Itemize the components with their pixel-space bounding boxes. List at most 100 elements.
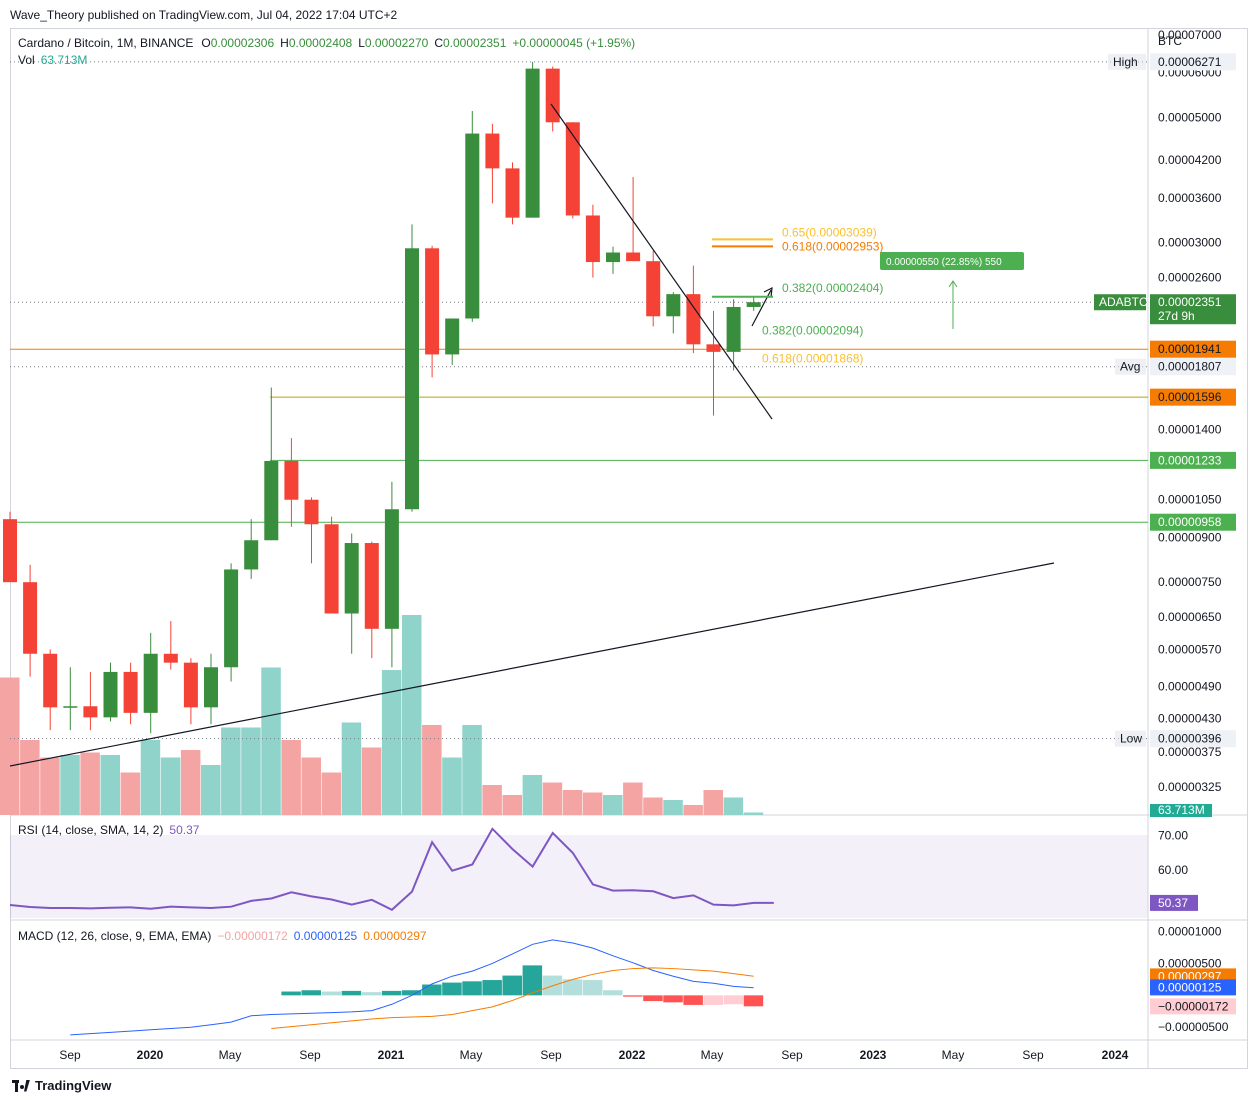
hist-value: −0.00000172 <box>1158 999 1229 1013</box>
volume-bar <box>281 740 301 815</box>
volume-bar <box>522 775 543 815</box>
macd-histogram-bar <box>723 995 744 1005</box>
price-tick: 0.00000490 <box>1158 679 1222 693</box>
candle-body <box>63 706 78 708</box>
level2-value-bg <box>1150 388 1236 406</box>
price-tick: 0.00001050 <box>1158 493 1222 507</box>
low-value-bg <box>1150 730 1236 748</box>
price-tick: 0.00004200 <box>1158 153 1222 167</box>
vol-value-bg <box>1150 804 1212 817</box>
rsi-tick: 70.00 <box>1158 829 1188 843</box>
candle-body <box>666 294 681 317</box>
candle-body <box>445 318 460 355</box>
candle-body <box>706 344 721 352</box>
candle-body <box>565 122 580 216</box>
candle-body <box>304 499 319 525</box>
price-tick: 0.00000750 <box>1158 575 1222 589</box>
rsi-tick: 60.00 <box>1158 863 1188 877</box>
candles[interactable] <box>3 61 761 734</box>
rsi-legend: RSI (14, close, SMA, 14, 2) 50.37 <box>18 823 200 837</box>
footer-brand-label: TradingView <box>35 1078 112 1093</box>
svg-text:MACD (12, 26, close, 9, EMA, E: MACD (12, 26, close, 9, EMA, EMA) −0.0000… <box>18 929 427 943</box>
macd-histogram-bar <box>743 995 764 1007</box>
descending-trendline <box>550 103 773 420</box>
volume-bar <box>603 795 623 815</box>
volume-bar <box>462 725 482 815</box>
current-tag: ADABTC <box>1099 295 1148 309</box>
candle-body <box>626 252 641 262</box>
volume-bar <box>321 772 342 815</box>
high-value: 0.00006271 <box>1158 55 1222 69</box>
macd-histogram-bar <box>381 990 402 996</box>
candle-body <box>726 306 741 352</box>
volume-bar <box>562 790 583 815</box>
candle-body <box>224 569 239 668</box>
current-countdown: 27d 9h <box>1158 309 1195 323</box>
candle-body <box>23 582 38 654</box>
macd-tick: −0.00000500 <box>1158 1020 1229 1034</box>
candle-body <box>163 653 178 663</box>
price-tick: 0.00001400 <box>1158 422 1222 436</box>
high-tag-bg <box>1108 53 1146 70</box>
macd-histogram-bar <box>643 995 663 1002</box>
candle-body <box>384 509 399 629</box>
vol-value: 63.713M <box>1158 803 1205 817</box>
candle-body <box>545 68 560 123</box>
projection-arrow <box>751 289 772 327</box>
candle-body <box>264 460 279 541</box>
fib-label-0618-upper: 0.618(0.00002953) <box>782 239 883 253</box>
macd-histogram-bar <box>703 995 723 1005</box>
candle-body <box>43 653 58 708</box>
macd-histogram-bar <box>281 991 301 996</box>
macd-histogram-bar <box>683 995 703 1005</box>
time-tick: 2023 <box>860 1048 887 1062</box>
price-tick: 0.00000430 <box>1158 711 1222 725</box>
volume-bar <box>361 747 382 815</box>
price-tick: 0.00003600 <box>1158 191 1222 205</box>
time-tick: 2020 <box>137 1048 164 1062</box>
candle-body <box>103 671 118 718</box>
volume-bar <box>542 782 563 815</box>
time-tick: May <box>701 1048 724 1062</box>
fib-label-0382-lower: 0.382(0.00002094) <box>762 324 863 338</box>
time-tick: Sep <box>59 1048 81 1062</box>
macd-histogram-bar <box>603 990 623 996</box>
price-tick: 0.00000900 <box>1158 531 1222 545</box>
macd-histogram-bar <box>361 992 382 996</box>
macd-pane: 0.000010000.00000500−0.000005000.0000029… <box>70 925 1236 1036</box>
rsi-value-bg <box>1150 894 1198 911</box>
time-tick: 2021 <box>378 1048 405 1062</box>
drawings[interactable]: 0.65(0.00003039)0.618(0.00002953) 0.382(0… <box>9 103 1055 767</box>
volume-bar <box>301 757 321 815</box>
volume-bar <box>743 812 764 815</box>
level3-value-bg <box>1150 451 1236 469</box>
volume-bar <box>201 765 221 815</box>
price-axis-unit: BTC <box>1158 34 1182 48</box>
time-tick: Sep <box>540 1048 562 1062</box>
macd-value: 0.00000125 <box>1158 980 1222 994</box>
macd-value-bg <box>1150 979 1236 996</box>
volume-bar <box>482 785 502 815</box>
level3-value: 0.00001233 <box>1158 453 1222 467</box>
candle-body <box>525 68 540 218</box>
candle-body <box>646 261 661 317</box>
price-tick: 0.00005000 <box>1158 110 1222 124</box>
time-tick: Sep <box>781 1048 803 1062</box>
high-value-bg <box>1150 53 1236 71</box>
candle-body <box>123 671 138 713</box>
projection-arrow-head <box>763 286 773 298</box>
low-value: 0.00000396 <box>1158 732 1222 746</box>
volume-bar <box>0 677 20 815</box>
footer-brand[interactable]: TradingView <box>12 1078 111 1093</box>
price-tick: 0.00000375 <box>1158 745 1222 759</box>
candle-body <box>3 519 17 583</box>
avg-value-bg <box>1150 358 1236 376</box>
price-tick: 0.00000325 <box>1158 780 1222 794</box>
candle-body <box>284 460 299 500</box>
tradingview-logo-icon <box>12 1079 30 1092</box>
macd-histogram-bar <box>482 980 502 996</box>
time-tick: May <box>460 1048 483 1062</box>
avg-tag-bg <box>1115 358 1146 375</box>
rsi-pane: 70.00 60.00 50.37 <box>9 827 1198 911</box>
